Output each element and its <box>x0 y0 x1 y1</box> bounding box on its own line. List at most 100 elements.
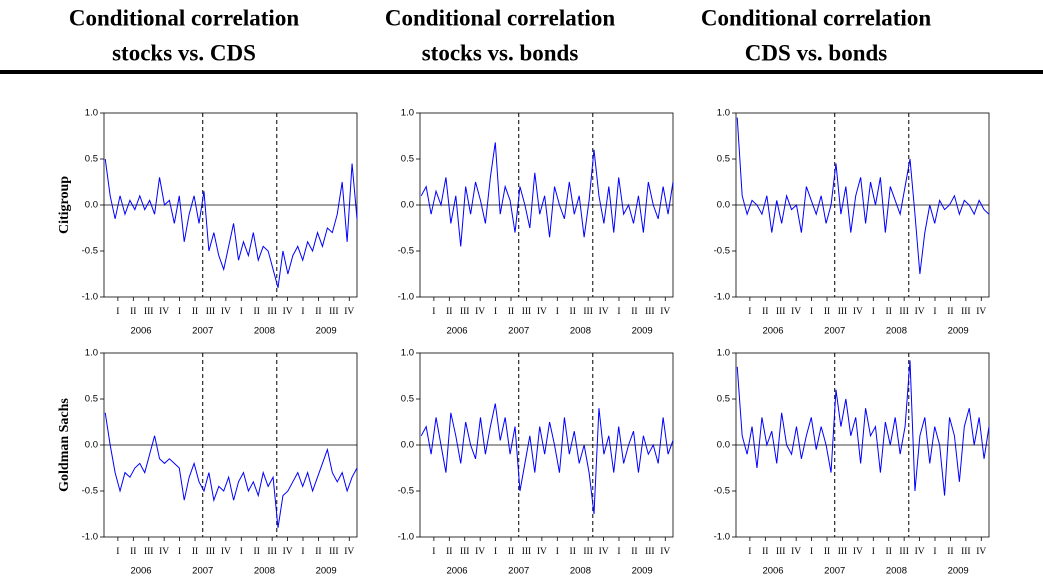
x-tick-label: IV <box>915 307 925 317</box>
x-tick-label: II <box>254 307 260 317</box>
x-tick-label: II <box>315 307 321 317</box>
year-label: 2009 <box>632 326 653 337</box>
x-tick-label: I <box>748 547 751 557</box>
x-tick-label: I <box>872 307 875 317</box>
year-label: 2009 <box>948 566 969 577</box>
y-tick-label: 0.0 <box>85 200 98 211</box>
year-label: 2009 <box>316 326 337 337</box>
x-tick-label: I <box>432 307 435 317</box>
y-tick-label: -1.0 <box>82 532 98 543</box>
x-tick-label: I <box>178 547 181 557</box>
x-tick-label: III <box>267 307 277 317</box>
year-label: 2008 <box>254 566 275 577</box>
x-tick-label: IV <box>599 547 609 557</box>
x-tick-label: I <box>240 547 243 557</box>
x-tick-label: IV <box>599 307 609 317</box>
y-tick-label: -0.5 <box>398 246 414 257</box>
x-tick-label: IV <box>475 307 485 317</box>
x-tick-label: I <box>178 307 181 317</box>
x-tick-label: IV <box>660 547 670 557</box>
x-tick-label: I <box>556 307 559 317</box>
year-label: 2006 <box>130 566 151 577</box>
x-tick-label: II <box>824 547 830 557</box>
x-tick-label: III <box>329 547 339 557</box>
row-label: Citigroup <box>57 176 72 234</box>
column-title: stocks vs. CDS <box>112 40 256 65</box>
year-label: 2006 <box>762 326 783 337</box>
x-tick-label: IV <box>915 547 925 557</box>
row-label: Goldman Sachs <box>57 398 72 492</box>
x-tick-label: I <box>617 307 620 317</box>
x-tick-label: III <box>645 307 655 317</box>
y-tick-label: -1.0 <box>714 292 730 303</box>
x-tick-label: II <box>886 547 892 557</box>
year-label: 2008 <box>886 326 907 337</box>
y-tick-label: -1.0 <box>714 532 730 543</box>
year-label: 2006 <box>446 326 467 337</box>
y-tick-label: 1.0 <box>85 108 98 119</box>
y-tick-label: 0.5 <box>401 154 414 165</box>
year-label: 2009 <box>632 566 653 577</box>
y-tick-label: 0.5 <box>717 154 730 165</box>
x-tick-label: II <box>570 307 576 317</box>
x-tick-label: IV <box>159 547 169 557</box>
x-tick-label: II <box>446 547 452 557</box>
x-tick-label: IV <box>791 547 801 557</box>
y-tick-label: -0.5 <box>82 486 98 497</box>
y-tick-label: 1.0 <box>401 108 414 119</box>
series-line <box>736 360 990 496</box>
y-tick-label: -1.0 <box>82 292 98 303</box>
x-tick-label: IV <box>853 547 863 557</box>
y-tick-label: 0.0 <box>85 440 98 451</box>
x-tick-label: III <box>899 307 909 317</box>
year-label: 2008 <box>570 326 591 337</box>
x-tick-label: II <box>762 547 768 557</box>
y-tick-label: 1.0 <box>401 348 414 359</box>
x-tick-label: III <box>838 547 848 557</box>
x-tick-label: III <box>583 547 593 557</box>
x-tick-label: I <box>116 547 119 557</box>
x-tick-label: II <box>446 307 452 317</box>
x-tick-label: III <box>206 307 216 317</box>
header-rule <box>0 70 1043 74</box>
y-tick-label: 0.5 <box>401 394 414 405</box>
year-label: 2008 <box>570 566 591 577</box>
x-tick-label: IV <box>537 547 547 557</box>
x-tick-label: IV <box>791 307 801 317</box>
x-tick-label: I <box>240 307 243 317</box>
x-tick-label: III <box>645 547 655 557</box>
y-tick-label: 1.0 <box>85 348 98 359</box>
x-tick-label: III <box>583 307 593 317</box>
x-tick-label: II <box>886 307 892 317</box>
x-tick-label: IV <box>221 307 231 317</box>
y-tick-label: 0.0 <box>401 200 414 211</box>
x-tick-label: I <box>810 547 813 557</box>
column-title: Conditional correlation <box>69 5 299 30</box>
column-title: Conditional correlation <box>701 5 931 30</box>
y-tick-label: 0.5 <box>85 154 98 165</box>
x-tick-label: II <box>254 547 260 557</box>
x-tick-label: IV <box>475 547 485 557</box>
x-tick-label: II <box>570 547 576 557</box>
year-label: 2007 <box>508 566 529 577</box>
y-tick-label: -0.5 <box>82 246 98 257</box>
x-tick-label: III <box>522 547 532 557</box>
x-tick-label: III <box>961 307 971 317</box>
x-tick-label: IV <box>853 307 863 317</box>
x-tick-label: IV <box>344 307 354 317</box>
y-tick-label: 0.5 <box>717 394 730 405</box>
y-tick-label: 0.0 <box>401 440 414 451</box>
x-tick-label: III <box>460 547 470 557</box>
x-tick-label: II <box>130 307 136 317</box>
x-tick-label: I <box>933 547 936 557</box>
column-title: stocks vs. bonds <box>422 40 579 65</box>
x-tick-label: II <box>315 547 321 557</box>
x-tick-label: I <box>748 307 751 317</box>
series-line <box>420 142 674 247</box>
x-tick-label: III <box>838 307 848 317</box>
year-label: 2008 <box>254 326 275 337</box>
x-tick-label: I <box>810 307 813 317</box>
y-tick-label: -1.0 <box>398 532 414 543</box>
x-tick-label: II <box>192 307 198 317</box>
x-tick-label: II <box>631 547 637 557</box>
